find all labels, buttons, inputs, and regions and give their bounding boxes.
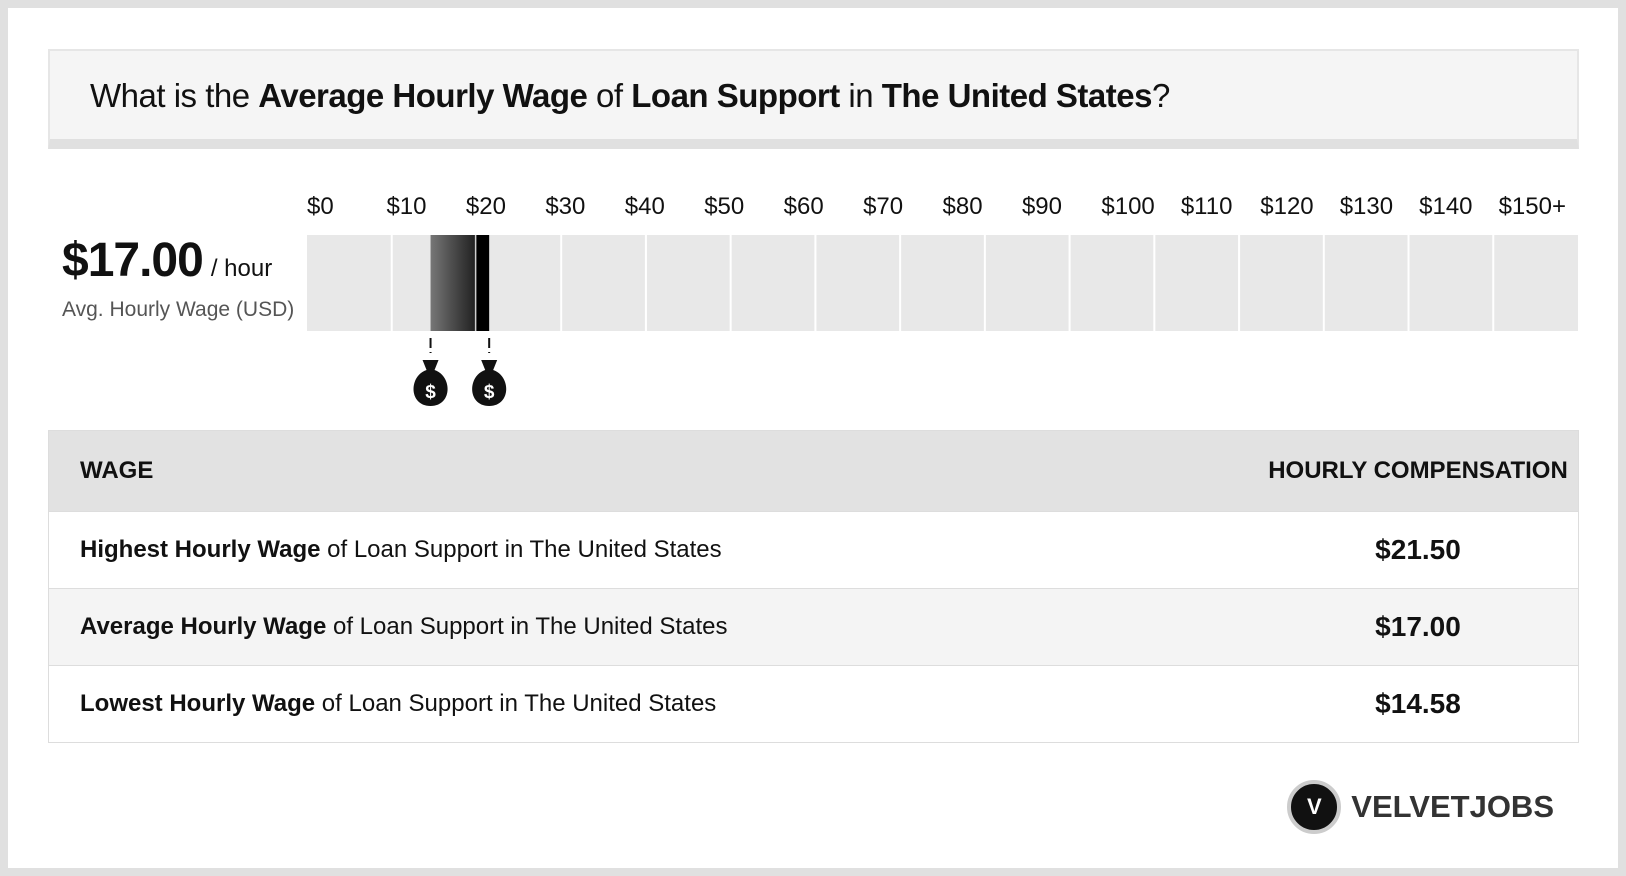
title: What is the Average Hourly Wage of Loan … (90, 77, 1170, 115)
title-part: Loan Support (631, 77, 840, 114)
brand-name: VELVETJOBS (1351, 789, 1554, 824)
x-tick-label: $110 (1181, 193, 1233, 220)
x-tick-label: $50 (704, 193, 744, 220)
x-tick-label: $120 (1260, 193, 1313, 220)
x-tick-label: $130 (1340, 193, 1393, 220)
x-tick-label: $70 (863, 193, 903, 220)
title-part: The United States (881, 77, 1153, 114)
row-label: Lowest Hourly Wage of Loan Support in Th… (49, 690, 1258, 718)
row-label-text: of Loan Support in The United States (326, 613, 728, 640)
row-label-text: of Loan Support in The United States (315, 690, 717, 717)
x-tick-label: $30 (545, 193, 585, 220)
brand: V VELVETJOBS (1287, 780, 1554, 834)
row-label: Average Hourly Wage of Loan Support in T… (49, 613, 1258, 641)
wage-range (430, 235, 490, 331)
scale-track (307, 235, 1578, 331)
title-part: in (839, 77, 882, 114)
x-tick-label: $20 (466, 193, 506, 220)
row-label-bold: Highest Hourly Wage (80, 536, 321, 563)
wage-scale: $0 $10 $20 $30 $40 $50 $60 $70 $80 $90 $100 $110 $12… (307, 193, 1578, 406)
table-row: Lowest Hourly Wage of Loan Support in Th… (49, 665, 1578, 742)
x-tick-label: $100 (1101, 193, 1154, 220)
title-part: What is the (90, 77, 259, 114)
x-tick-label: $140 (1419, 193, 1472, 220)
title-part: Average Hourly Wage (258, 77, 588, 114)
title-part: of (587, 77, 632, 114)
row-value: $14.58 (1375, 688, 1461, 719)
avg-wage: $17.00 (62, 234, 204, 287)
title-part: ? (1151, 77, 1170, 114)
wage-table: WAGE HOURLY COMPENSATION Highest Hourly Wa… (48, 430, 1579, 743)
x-tick-label: $40 (625, 193, 665, 220)
money-symbol: $ (484, 382, 495, 403)
table-row: Average Hourly Wage of Loan Support in T… (49, 588, 1578, 665)
caption: Avg. Hourly Wage (USD) (62, 298, 295, 321)
summary: $17.00/ hour Avg. Hourly Wage (USD) (62, 233, 294, 322)
header-cell: HOURLY COMPENSATION (1268, 457, 1568, 484)
x-tick-label: $80 (943, 193, 983, 220)
row-label: Highest Hourly Wage of Loan Support in T… (49, 536, 1258, 564)
table-header: WAGE HOURLY COMPENSATION (49, 431, 1578, 511)
x-tick-label: $0 (307, 193, 334, 220)
money-bag (472, 360, 507, 406)
row-value: $21.50 (1375, 534, 1461, 565)
unit: / hour (210, 255, 273, 282)
header-cell: WAGE (80, 457, 154, 484)
money-symbol: $ (425, 382, 436, 403)
money-bag (413, 360, 448, 406)
row-label-text: of Loan Support in The United States (320, 536, 722, 563)
table-row: Highest Hourly Wage of Loan Support in T… (49, 511, 1578, 588)
row-label-bold: Average Hourly Wage (80, 613, 327, 640)
row-value: $17.00 (1375, 611, 1461, 642)
logo: V (1287, 780, 1342, 834)
header: What is the Average Hourly Wage of Loan … (48, 49, 1579, 149)
x-tick-label: $150+ (1499, 193, 1566, 220)
x-tick-label: $60 (784, 193, 824, 220)
x-tick-label: $90 (1022, 193, 1062, 220)
row-label-bold: Lowest Hourly Wage (80, 690, 316, 717)
x-tick-label: $10 (386, 193, 426, 220)
